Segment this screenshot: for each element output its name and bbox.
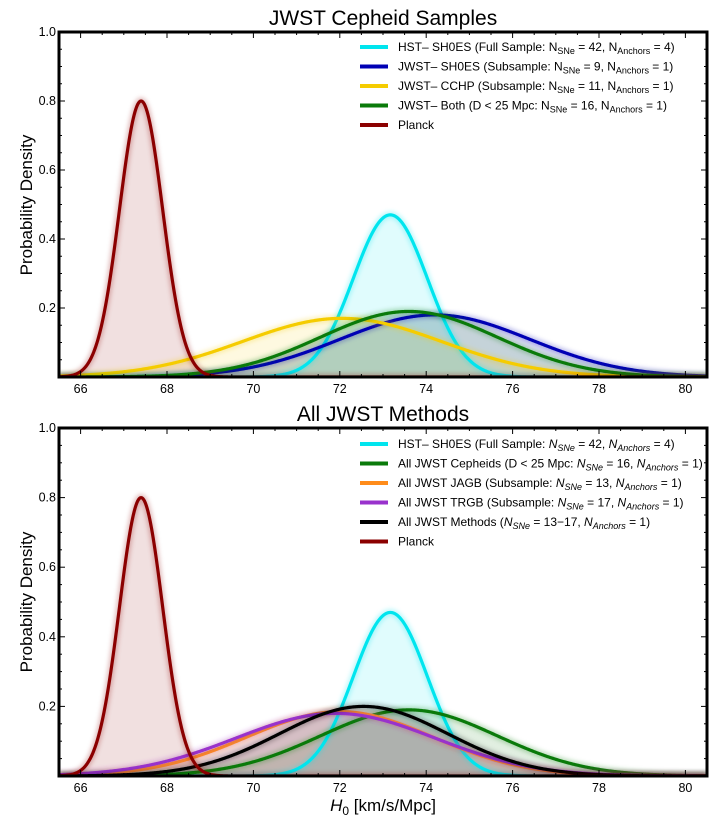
y-axis-label: Probability Density — [17, 134, 36, 275]
plot-frame — [57, 30, 709, 379]
series-fill-jwst-cchp — [60, 318, 626, 376]
y-axis-label: Probability Density — [17, 531, 36, 672]
legend-label: Planck — [398, 118, 435, 132]
series-line-hst-sh0es — [60, 610, 706, 775]
x-tick-label: 74 — [419, 382, 433, 396]
x-tick-label: 68 — [160, 382, 174, 396]
legend-label: All JWST TRGB (Subsample: NSNe = 17, NAn… — [398, 496, 684, 512]
y-tick-label: 0.2 — [39, 699, 56, 713]
x-tick-label: 68 — [160, 781, 174, 795]
panel-all-jwst-methods: All JWST Methods Probability Density 66 6… — [17, 403, 709, 818]
legend-item-jwst-sh0es: JWST– SH0ES (Subsample: NSNe = 9, NAncho… — [360, 60, 673, 76]
legend-label: HST– SH0ES (Full Sample: NSNe = 42, NAnc… — [398, 40, 675, 56]
legend-label: JWST– CCHP (Subsample: NSNe = 11, NAncho… — [398, 79, 674, 95]
y-tick-label: 0.8 — [39, 94, 56, 108]
chart-title: All JWST Methods — [297, 403, 469, 426]
curves — [60, 97, 706, 376]
chart-title: JWST Cepheid Samples — [269, 7, 497, 30]
legend-item-all-jwst-trgb: All JWST TRGB (Subsample: NSNe = 17, NAn… — [360, 496, 684, 512]
legend-item-all-jwst-methods: All JWST Methods (NSNe = 13−17, NAnchors… — [360, 515, 650, 531]
legend-item-jwst-cchp: JWST– CCHP (Subsample: NSNe = 11, NAncho… — [360, 79, 674, 95]
x-axis-label: H0 [km/s/Mpc] — [330, 796, 436, 818]
x-axis-label-sub: 0 — [342, 804, 349, 818]
curves — [60, 493, 706, 775]
legend-label: All JWST Methods (NSNe = 13−17, NAnchors… — [398, 515, 650, 531]
series-fill-jwst-sh0es — [161, 314, 706, 376]
x-tick-label: 76 — [506, 781, 520, 795]
legend: HST– SH0ES (Full Sample: NSNe = 42, NAnc… — [360, 437, 703, 549]
series-line-planck — [60, 99, 706, 376]
plot-frame — [57, 426, 709, 778]
series-fill-all-jwst-cepheids — [152, 709, 666, 775]
legend-label: Planck — [398, 535, 435, 549]
x-tick-label: 76 — [506, 382, 520, 396]
legend-item-planck: Planck — [360, 535, 435, 549]
x-tick-label: 70 — [246, 382, 260, 396]
series-line-hst-sh0es — [60, 213, 706, 376]
x-tick-label: 78 — [592, 781, 606, 795]
legend-label: HST– SH0ES (Full Sample: NSNe = 42, NAnc… — [398, 437, 675, 453]
y-tick-label: 0.6 — [39, 163, 56, 177]
x-tick-label: 80 — [678, 382, 692, 396]
legend-label: All JWST JAGB (Subsample: NSNe = 13, NAn… — [398, 476, 682, 492]
x-tick-label: 78 — [592, 382, 606, 396]
legend-item-all-jwst-cepheids: All JWST Cepheids (D < 25 Mpc: NSNe = 16… — [360, 457, 703, 473]
legend-label: JWST– SH0ES (Subsample: NSNe = 9, NAncho… — [398, 60, 673, 76]
legend-label: All JWST Cepheids (D < 25 Mpc: NSNe = 16… — [398, 457, 703, 473]
series-line-planck — [60, 495, 706, 775]
legend-item-hst-sh0es: HST– SH0ES (Full Sample: NSNe = 42, NAnc… — [360, 437, 675, 453]
y-tick-label: 1.0 — [39, 25, 56, 39]
series-fill-all-jwst-trgb — [60, 713, 622, 775]
x-tick-label: 72 — [333, 781, 347, 795]
y-tick-label: 1.0 — [39, 421, 56, 435]
x-tick-label: 70 — [246, 781, 260, 795]
legend-item-jwst-both: JWST– Both (D < 25 Mpc: NSNe = 16, NAnch… — [360, 99, 667, 115]
y-tick-label: 0.4 — [39, 232, 56, 246]
y-tick-label: 0.4 — [39, 630, 56, 644]
legend-item-all-jwst-jagb: All JWST JAGB (Subsample: NSNe = 13, NAn… — [360, 476, 682, 492]
x-tick-label: 66 — [74, 382, 88, 396]
legend-item-hst-sh0es: HST– SH0ES (Full Sample: NSNe = 42, NAnc… — [360, 40, 675, 56]
legend-label: JWST– Both (D < 25 Mpc: NSNe = 16, NAnch… — [398, 99, 667, 115]
x-axis-label-rest: [km/s/Mpc] — [349, 796, 436, 815]
x-tick-label: 72 — [333, 382, 347, 396]
y-tick-label: 0.6 — [39, 560, 56, 574]
x-tick-label: 74 — [419, 781, 433, 795]
x-tick-label: 66 — [74, 781, 88, 795]
y-tick-label: 0.8 — [39, 491, 56, 505]
series-fill-planck — [68, 497, 214, 775]
y-tick-label: 0.2 — [39, 301, 56, 315]
legend: HST– SH0ES (Full Sample: NSNe = 42, NAnc… — [360, 40, 675, 132]
series-fill-planck — [68, 101, 214, 376]
x-axis-label-main: H — [330, 796, 343, 815]
panel-jwst-cepheid-samples: JWST Cepheid Samples Probability Density… — [17, 7, 709, 396]
legend-item-planck: Planck — [360, 118, 435, 132]
x-tick-label: 80 — [678, 781, 692, 795]
